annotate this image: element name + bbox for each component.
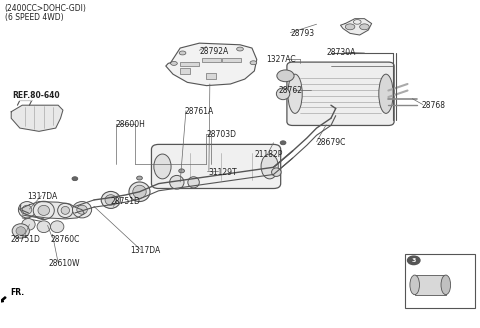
Ellipse shape <box>288 74 302 113</box>
Ellipse shape <box>277 70 294 82</box>
Bar <box>202 58 221 62</box>
Bar <box>180 68 190 74</box>
Ellipse shape <box>280 141 286 145</box>
Text: 1327AC: 1327AC <box>266 55 296 64</box>
Text: 28793: 28793 <box>290 29 314 38</box>
Ellipse shape <box>276 88 290 100</box>
FancyBboxPatch shape <box>152 144 281 189</box>
FancyArrow shape <box>0 297 6 302</box>
Ellipse shape <box>272 168 281 176</box>
Ellipse shape <box>129 182 150 202</box>
Text: 28792A: 28792A <box>199 47 228 56</box>
Text: REF.80-640: REF.80-640 <box>12 91 60 100</box>
FancyBboxPatch shape <box>287 62 394 125</box>
Ellipse shape <box>12 224 29 238</box>
Ellipse shape <box>170 61 177 65</box>
Bar <box>180 62 199 66</box>
Text: 31129T: 31129T <box>209 168 238 177</box>
Bar <box>206 72 216 79</box>
Ellipse shape <box>154 154 171 179</box>
Ellipse shape <box>16 227 25 235</box>
Ellipse shape <box>250 61 257 65</box>
Text: 1317DA: 1317DA <box>27 192 57 201</box>
Ellipse shape <box>72 202 92 218</box>
Text: 3: 3 <box>411 258 416 263</box>
Text: 28762: 28762 <box>278 86 302 95</box>
Ellipse shape <box>50 221 64 233</box>
Text: 28610W: 28610W <box>48 259 80 268</box>
Text: 28761A: 28761A <box>185 107 214 116</box>
Polygon shape <box>340 19 372 35</box>
Ellipse shape <box>37 221 50 233</box>
Ellipse shape <box>410 275 420 295</box>
Text: 28730A: 28730A <box>326 49 356 57</box>
Ellipse shape <box>72 177 78 181</box>
Ellipse shape <box>38 205 49 215</box>
Text: 28600H: 28600H <box>116 120 145 129</box>
Text: 28760C: 28760C <box>51 235 80 244</box>
Ellipse shape <box>137 176 143 180</box>
Text: (2400CC>DOHC-GDI): (2400CC>DOHC-GDI) <box>4 4 86 13</box>
Polygon shape <box>20 202 84 219</box>
Polygon shape <box>166 43 257 86</box>
Bar <box>222 58 241 62</box>
Ellipse shape <box>179 169 184 173</box>
Text: 21182P: 21182P <box>254 150 283 159</box>
Ellipse shape <box>58 203 73 217</box>
Ellipse shape <box>105 195 117 205</box>
Ellipse shape <box>22 218 35 230</box>
Text: 28751D: 28751D <box>111 197 141 206</box>
Text: 28641A: 28641A <box>422 261 451 270</box>
Ellipse shape <box>237 47 243 51</box>
Text: 28703D: 28703D <box>206 130 237 139</box>
Bar <box>415 275 446 295</box>
Ellipse shape <box>379 74 393 113</box>
Text: FR.: FR. <box>10 288 24 297</box>
Ellipse shape <box>179 51 186 55</box>
Text: 28768: 28768 <box>422 101 446 110</box>
Text: 28751D: 28751D <box>10 235 40 244</box>
Ellipse shape <box>188 177 199 188</box>
Bar <box>405 254 475 308</box>
Ellipse shape <box>33 201 54 219</box>
Ellipse shape <box>101 192 120 208</box>
Ellipse shape <box>77 205 87 214</box>
Text: 1317DA: 1317DA <box>130 246 160 255</box>
Circle shape <box>408 256 420 265</box>
Ellipse shape <box>61 206 70 214</box>
Text: (6 SPEED 4WD): (6 SPEED 4WD) <box>4 13 63 22</box>
Ellipse shape <box>345 24 355 30</box>
Ellipse shape <box>441 275 451 295</box>
Ellipse shape <box>18 202 36 218</box>
Ellipse shape <box>22 205 32 214</box>
Text: 28679C: 28679C <box>317 138 346 147</box>
Ellipse shape <box>169 175 184 189</box>
Ellipse shape <box>261 154 278 179</box>
Polygon shape <box>11 105 63 131</box>
Ellipse shape <box>133 185 146 198</box>
Ellipse shape <box>360 24 369 30</box>
